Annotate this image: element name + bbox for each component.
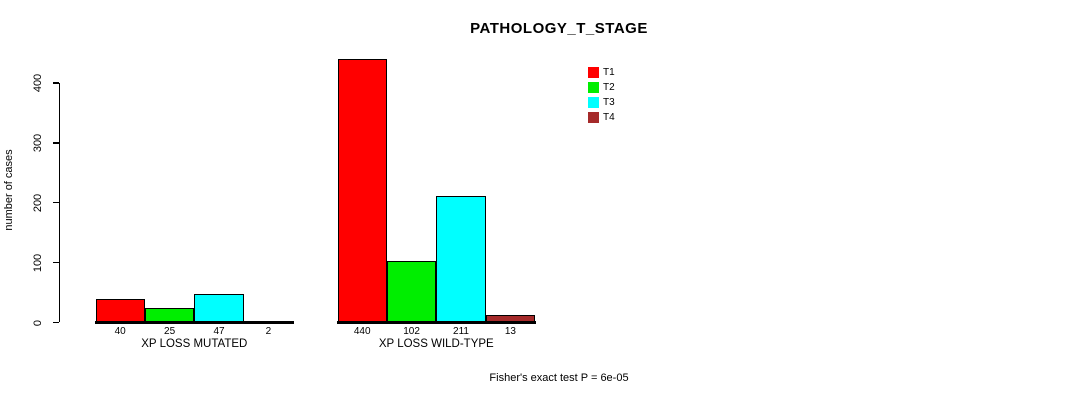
legend-item-t4: T4 bbox=[588, 110, 615, 125]
legend: T1 T2 T3 T4 bbox=[588, 65, 615, 125]
legend-item-t1: T1 bbox=[588, 65, 615, 80]
y-tick-label: 400 bbox=[32, 73, 44, 93]
bar-t3-group1 bbox=[194, 294, 244, 323]
y-tick bbox=[53, 202, 59, 204]
x-axis-line bbox=[94, 321, 295, 324]
legend-label: T4 bbox=[603, 112, 615, 123]
y-tick-label: 300 bbox=[32, 133, 44, 153]
legend-item-t2: T2 bbox=[588, 80, 615, 95]
legend-swatch-t3 bbox=[588, 97, 599, 108]
legend-label: T1 bbox=[603, 67, 615, 78]
legend-swatch-t2 bbox=[588, 82, 599, 93]
y-axis-line bbox=[59, 83, 61, 323]
legend-label: T3 bbox=[603, 97, 615, 108]
group-label: XP LOSS MUTATED bbox=[141, 337, 248, 350]
bar-value-label: 2 bbox=[265, 326, 272, 337]
chart-title: PATHOLOGY_T_STAGE bbox=[470, 20, 648, 37]
group-label: XP LOSS WILD-TYPE bbox=[378, 337, 494, 350]
y-tick bbox=[53, 142, 59, 144]
y-tick bbox=[53, 321, 59, 324]
legend-swatch-t4 bbox=[588, 112, 599, 123]
bar-value-label: 13 bbox=[504, 326, 516, 337]
y-tick-label: 0 bbox=[32, 319, 44, 326]
bar-t3-group2 bbox=[436, 196, 486, 323]
x-axis-line bbox=[336, 321, 537, 324]
bar-value-label: 102 bbox=[403, 326, 420, 337]
y-axis-label: number of cases bbox=[3, 149, 15, 231]
bar-t1-group2 bbox=[337, 59, 387, 323]
legend-swatch-t1 bbox=[588, 67, 599, 78]
bar-value-label: 40 bbox=[114, 326, 126, 337]
bar-value-label: 25 bbox=[164, 326, 176, 337]
fisher-test-annotation: Fisher's exact test P = 6e-05 bbox=[489, 372, 629, 384]
bar-t4-group1 bbox=[243, 320, 294, 323]
legend-item-t3: T3 bbox=[588, 95, 615, 110]
legend-label: T2 bbox=[603, 82, 615, 93]
y-tick-label: 200 bbox=[32, 193, 44, 212]
bar-t4-group2 bbox=[485, 314, 536, 323]
y-tick bbox=[53, 82, 59, 84]
bar-t2-group1 bbox=[144, 307, 195, 323]
bar-value-label: 440 bbox=[353, 326, 371, 337]
y-tick bbox=[53, 261, 59, 264]
bar-value-label: 47 bbox=[213, 326, 225, 337]
bar-t1-group1 bbox=[95, 298, 145, 323]
bar-value-label: 211 bbox=[453, 326, 469, 337]
bar-t2-group2 bbox=[386, 261, 437, 323]
y-tick-label: 100 bbox=[32, 253, 44, 272]
